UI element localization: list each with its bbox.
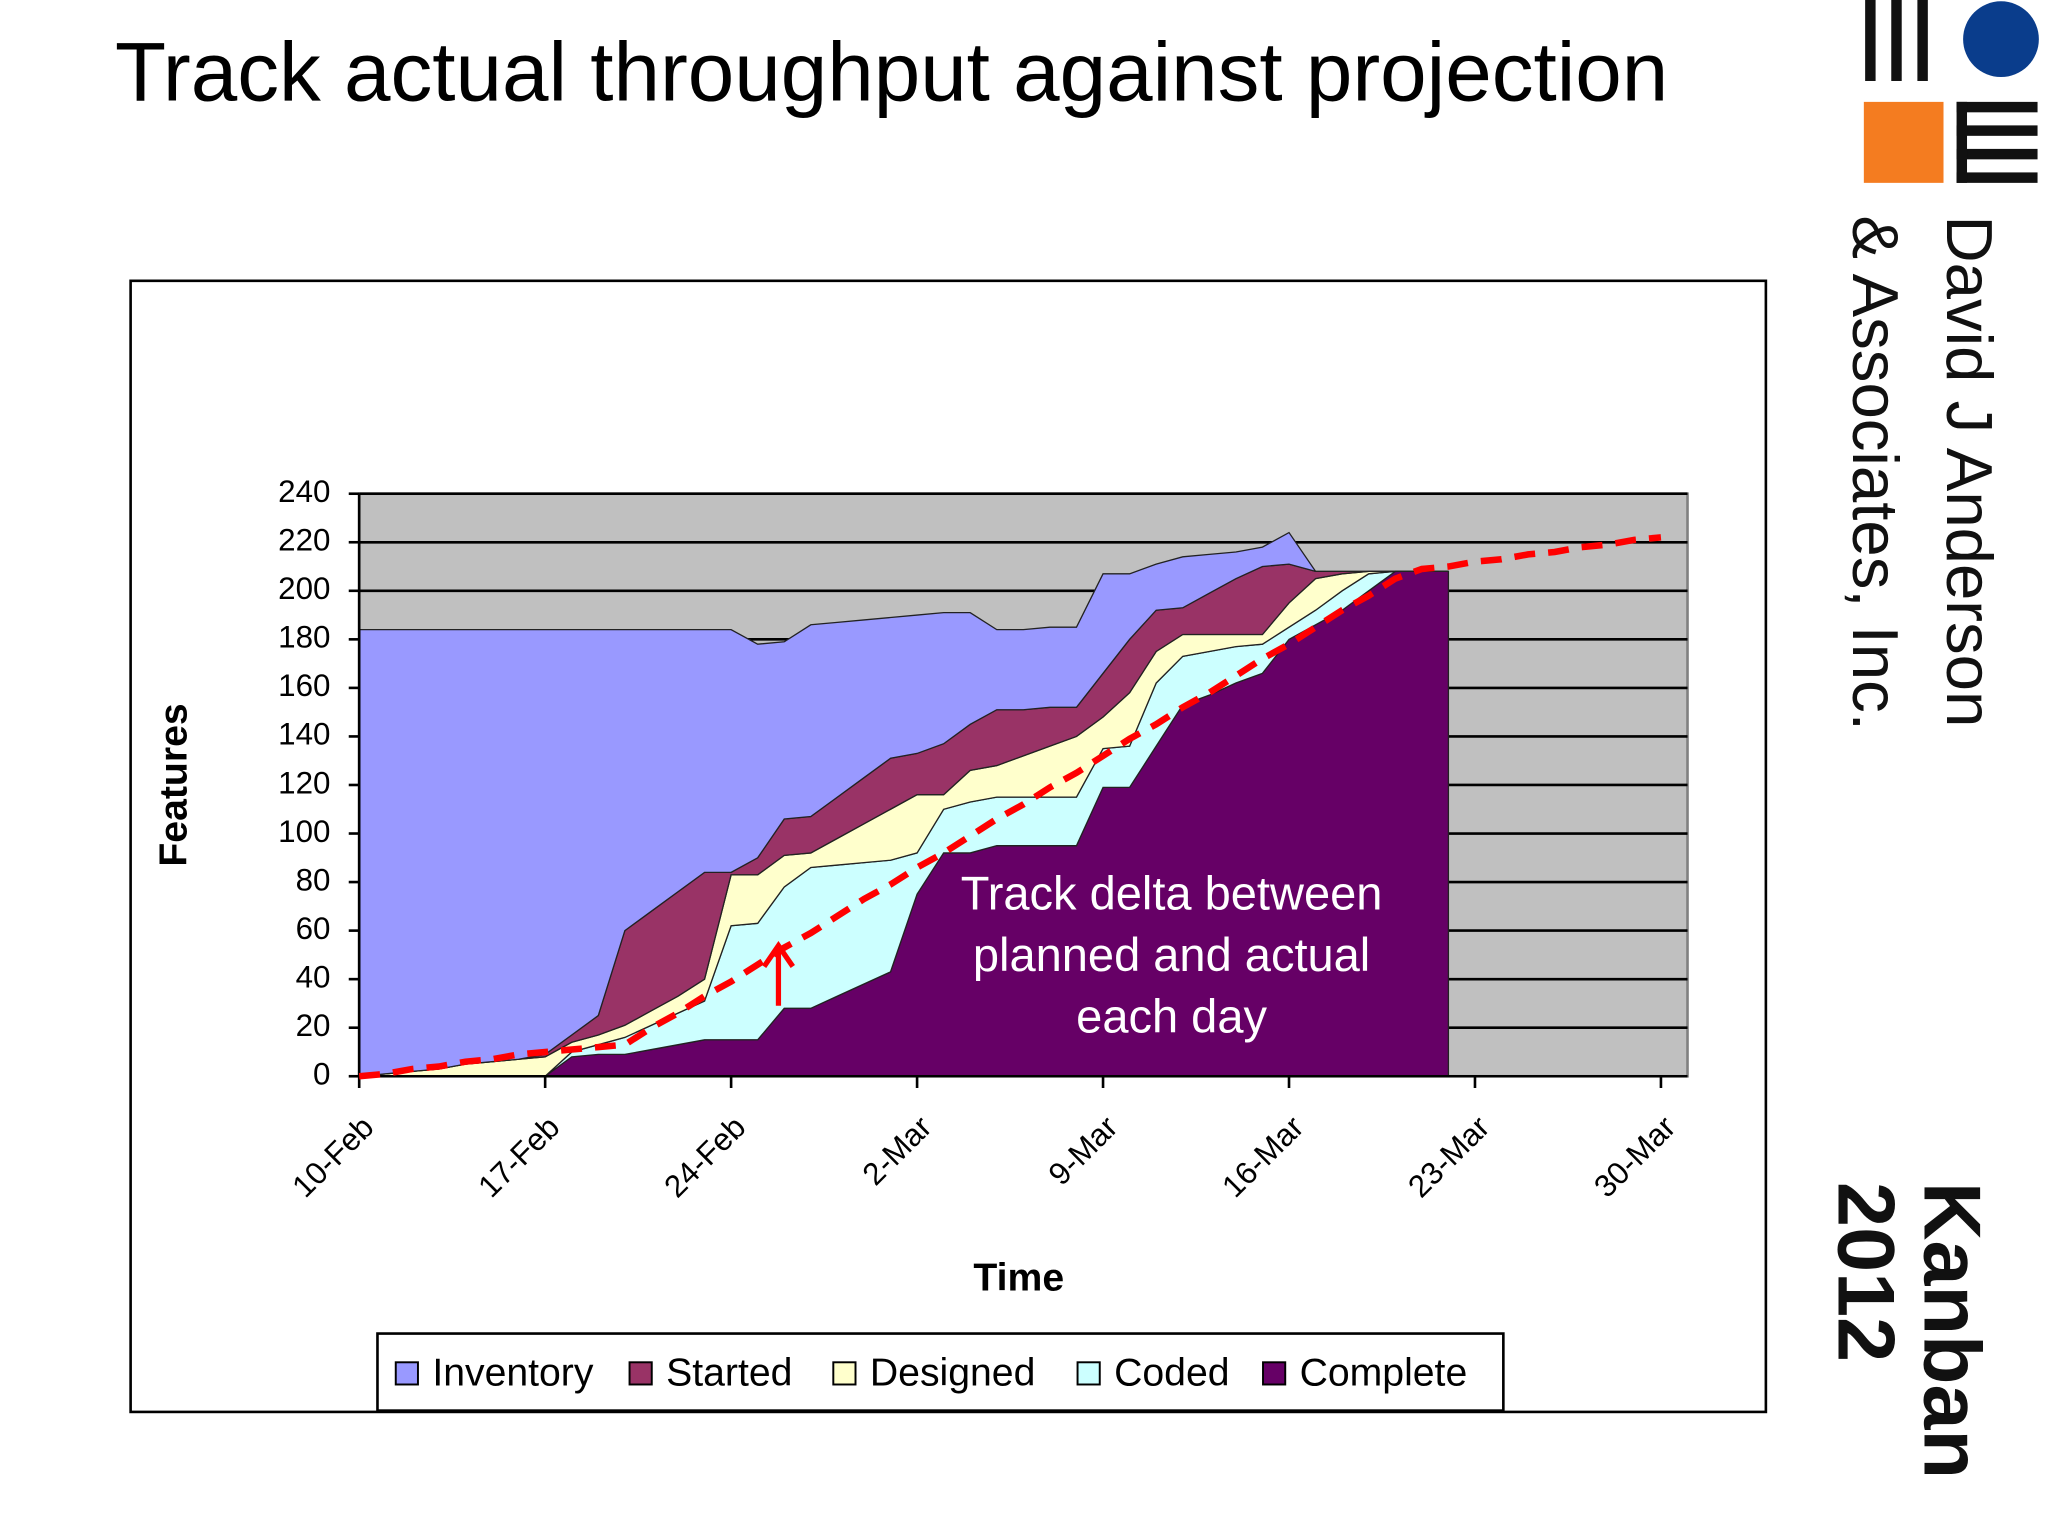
logo xyxy=(1863,0,2039,183)
y-tick-label: 180 xyxy=(278,620,330,655)
legend-swatch xyxy=(1076,1361,1101,1386)
y-tick-label: 60 xyxy=(296,911,331,946)
x-axis-label: Time xyxy=(973,1256,1064,1299)
legend-swatch xyxy=(628,1361,653,1386)
y-axis-label: Features xyxy=(153,703,196,866)
legend-label: Started xyxy=(666,1352,792,1395)
logo-bar xyxy=(1865,0,1876,81)
logo-circle xyxy=(1963,1,2039,78)
y-tick-label: 80 xyxy=(296,862,331,897)
y-tick-label: 40 xyxy=(296,959,331,994)
y-tick-label: 120 xyxy=(278,765,330,800)
logo-bar xyxy=(1956,172,2038,183)
event-name: Kanban xyxy=(1907,1182,1997,1479)
annotation: each day xyxy=(1076,990,1267,1043)
legend-label: Designed xyxy=(870,1352,1036,1395)
y-tick-label: 100 xyxy=(278,814,330,849)
y-tick-label: 0 xyxy=(313,1057,330,1092)
legend-label: Inventory xyxy=(432,1352,594,1395)
projection-line xyxy=(358,534,1662,1080)
logo-bar xyxy=(1956,101,2038,113)
annotation: Track delta between xyxy=(961,867,1383,920)
logo-bar xyxy=(1956,148,2038,160)
company-name: & Associates, Inc. xyxy=(1839,216,1912,731)
y-tick-label: 160 xyxy=(278,668,330,703)
logo-square xyxy=(1863,101,1944,183)
legend-swatch xyxy=(832,1361,857,1386)
company-name: David J Anderson xyxy=(1933,216,2006,728)
delta-arrowhead xyxy=(761,941,795,969)
y-tick-label: 240 xyxy=(278,474,330,509)
logo-bar xyxy=(1956,101,1968,183)
y-tick-label: 20 xyxy=(296,1008,331,1043)
annotation: planned and actual xyxy=(973,928,1370,981)
legend-label: Coded xyxy=(1114,1352,1229,1395)
logo-bar xyxy=(1956,125,2038,136)
legend-label: Complete xyxy=(1300,1352,1468,1395)
logo-bar xyxy=(1917,0,1928,81)
legend-swatch xyxy=(394,1361,419,1386)
event-year: 2012 xyxy=(1821,1182,1911,1362)
y-tick-label: 200 xyxy=(278,571,330,606)
y-tick-label: 140 xyxy=(278,717,330,752)
legend-box xyxy=(376,1332,1505,1412)
slide-title: Track actual throughput against projecti… xyxy=(115,24,1668,118)
logo-bar xyxy=(1891,0,1902,81)
area-0 xyxy=(358,531,1449,1077)
legend-swatch xyxy=(1262,1361,1287,1386)
y-tick-label: 220 xyxy=(278,523,330,558)
